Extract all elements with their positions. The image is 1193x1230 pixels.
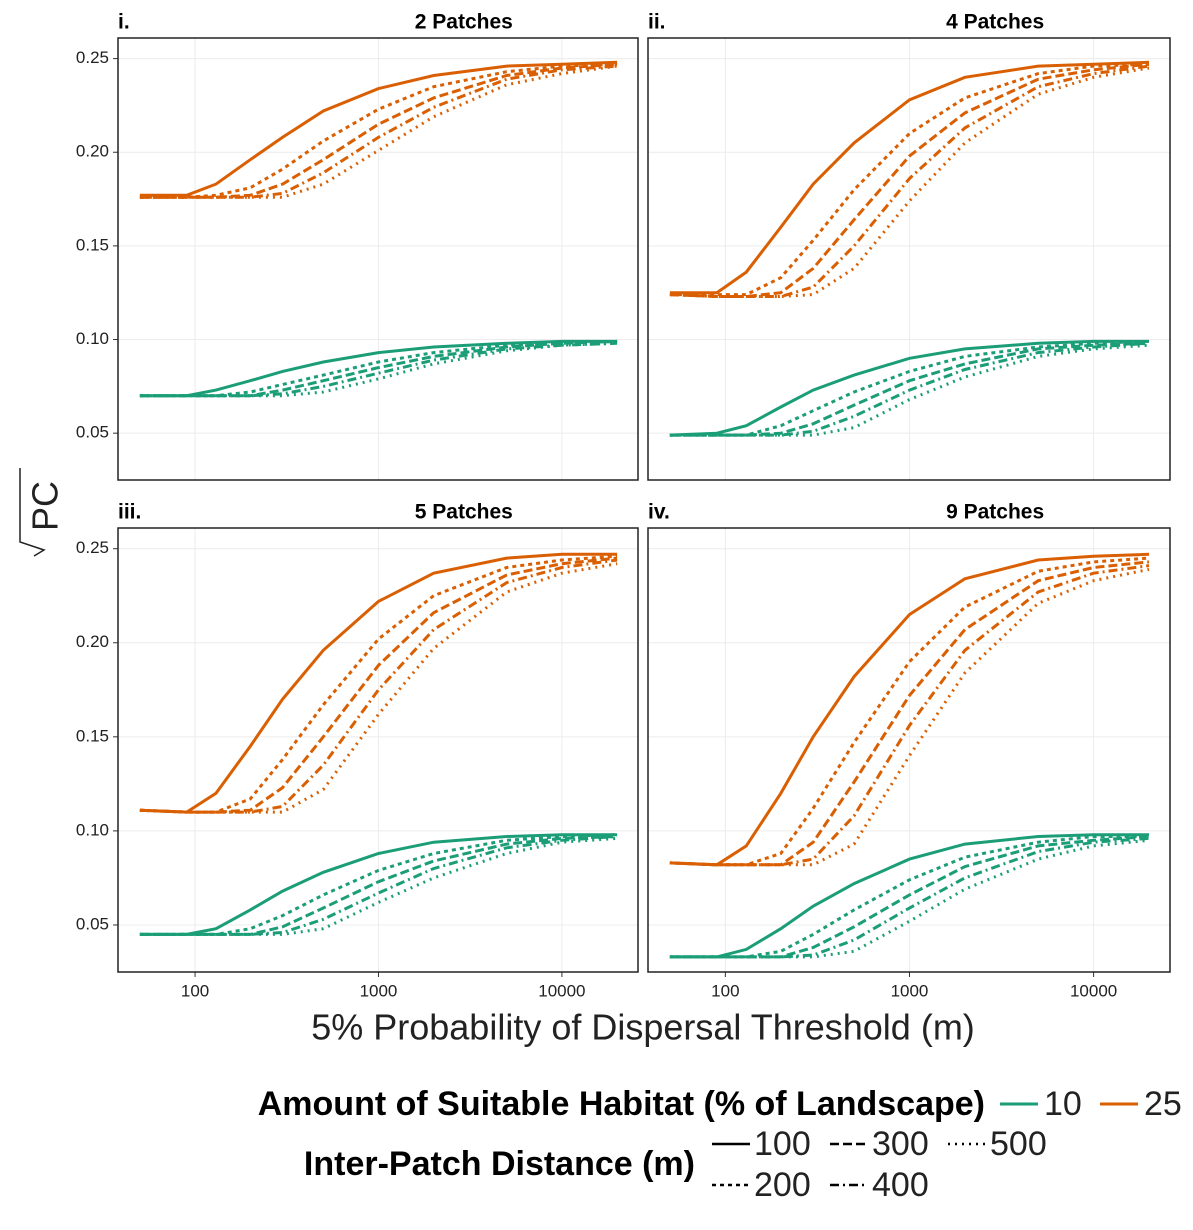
y-tick-label: 0.20 (76, 142, 109, 161)
legend-label: 400 (872, 1166, 929, 1204)
series-line (669, 60, 1150, 295)
x-tick-label: 100 (181, 981, 209, 1000)
series-line (139, 62, 618, 199)
legend-label: 200 (754, 1166, 811, 1204)
y-tick-label: 0.15 (76, 235, 109, 254)
y-tick-label: 0.20 (76, 632, 109, 651)
y-tick-label: 0.05 (76, 423, 109, 442)
y-tick-label: 0.05 (76, 914, 109, 933)
x-axis-label: 5% Probability of Dispersal Threshold (m… (311, 1007, 975, 1048)
plot-border (647, 37, 1171, 481)
panel-title: 9 Patches (946, 501, 1044, 524)
series-line (139, 341, 618, 398)
series-line (139, 562, 618, 814)
y-tick-label: 0.10 (76, 820, 109, 839)
series-line (139, 835, 618, 936)
series-line (139, 833, 618, 936)
panel-label: ii. (648, 11, 666, 34)
series-line (669, 339, 1149, 437)
x-tick-label: 100 (711, 981, 739, 1000)
panel-title: 5 Patches (415, 501, 513, 524)
legend-label: 300 (872, 1125, 929, 1163)
series-line (669, 552, 1150, 867)
series-line (669, 567, 1150, 867)
series-line (139, 836, 618, 936)
series-line (669, 341, 1150, 437)
series-line (139, 339, 618, 398)
y-tick-label: 0.15 (76, 726, 109, 745)
x-tick-label: 10000 (538, 981, 585, 1000)
series-line (669, 835, 1150, 959)
series-line (139, 64, 618, 199)
panel-label: iii. (118, 501, 141, 524)
legend-label: 25 (1144, 1085, 1182, 1123)
series-line (669, 560, 1150, 867)
x-tick-label: 1000 (891, 981, 929, 1000)
series-line (669, 833, 1149, 959)
legend-label: 100 (754, 1125, 811, 1163)
y-tick-label: 0.25 (76, 48, 109, 67)
series-line (669, 62, 1150, 297)
sqrt-sign (19, 468, 46, 557)
series-line (139, 835, 618, 936)
series-line (139, 558, 618, 814)
y-tick-label: 0.25 (76, 538, 109, 557)
legend-title: Amount of Suitable Habitat (% of Landsca… (258, 1085, 985, 1123)
legend-title: Inter-Patch Distance (m) (304, 1145, 695, 1183)
y-tick-label: 0.10 (76, 329, 109, 348)
series-line (139, 64, 618, 199)
panel-title: 4 Patches (946, 11, 1044, 34)
series-line (139, 556, 618, 814)
plot-border (117, 37, 639, 481)
x-tick-label: 10000 (1070, 981, 1117, 1000)
plot-border (647, 527, 1171, 973)
series-line (669, 564, 1150, 867)
panel-label: iv. (648, 501, 670, 524)
legend-label: 500 (990, 1125, 1047, 1163)
panel-label: i. (118, 11, 130, 34)
panel-title: 2 Patches (415, 11, 513, 34)
series-line (139, 552, 618, 814)
y-axis-label-group: PC (19, 468, 66, 557)
series-line (669, 62, 1150, 298)
series-line (139, 341, 618, 398)
series-line (669, 341, 1150, 437)
series-line (139, 60, 618, 197)
plot-border (117, 527, 639, 973)
y-axis-label: PC (25, 481, 66, 531)
x-tick-label: 1000 (360, 981, 398, 1000)
legend-label: 10 (1044, 1085, 1082, 1123)
series-line (139, 339, 618, 398)
